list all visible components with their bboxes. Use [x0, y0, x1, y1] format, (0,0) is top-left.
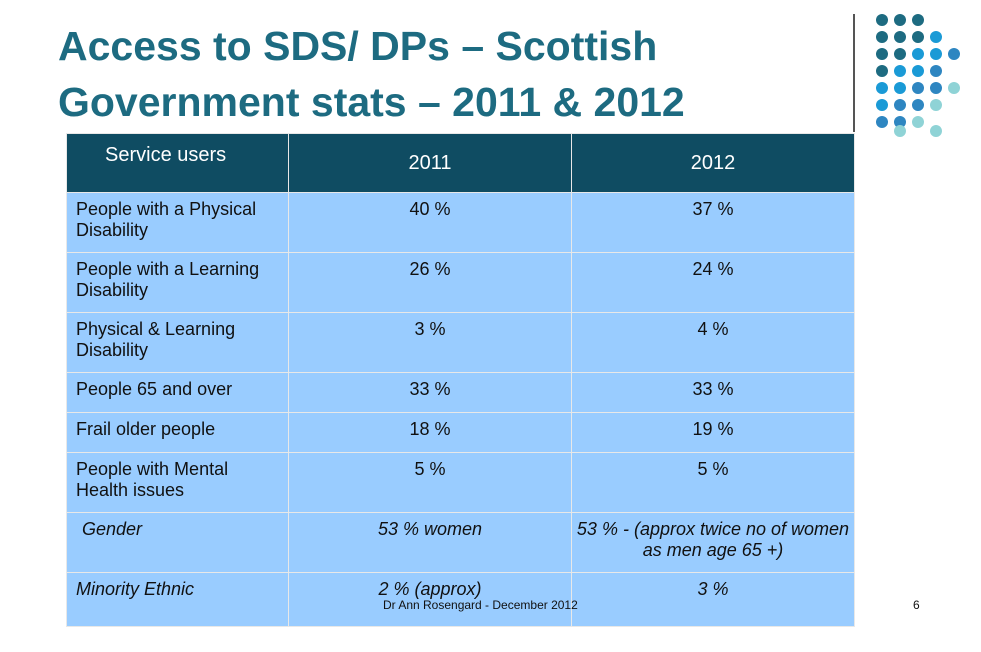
- dot: [894, 48, 906, 60]
- row-label: Frail older people: [66, 412, 289, 453]
- dot: [930, 31, 942, 43]
- dot: [894, 14, 906, 26]
- value-2011: 5 %: [288, 452, 572, 513]
- dot: [894, 99, 906, 111]
- row-label: Gender: [66, 512, 289, 573]
- title-line-1: Access to SDS/ DPs – Scottish: [58, 23, 658, 69]
- title-line-2: Government stats – 2011 & 2012: [58, 79, 685, 125]
- dot: [876, 31, 888, 43]
- value-2012: 37 %: [571, 192, 855, 253]
- dot: [876, 14, 888, 26]
- footer-author-date: Dr Ann Rosengard - December 2012: [383, 598, 578, 612]
- value-2011: 53 % women: [288, 512, 572, 573]
- value-2012: 4 %: [571, 312, 855, 373]
- value-2011: 3 %: [288, 312, 572, 373]
- header-service-users: Service users: [66, 133, 289, 193]
- slide-title: Access to SDS/ DPs – Scottish Government…: [58, 18, 838, 130]
- dot: [912, 82, 924, 94]
- value-2012: 19 %: [571, 412, 855, 453]
- dot: [930, 125, 942, 137]
- dot: [912, 14, 924, 26]
- dot: [912, 65, 924, 77]
- dot: [912, 116, 924, 128]
- value-2012: 24 %: [571, 252, 855, 313]
- dot: [930, 48, 942, 60]
- row-label: Minority Ethnic: [66, 572, 289, 627]
- dot: [894, 116, 906, 128]
- dot: [876, 48, 888, 60]
- table-row: People with a Physical Disability 40 % 3…: [66, 192, 855, 253]
- dot: [876, 82, 888, 94]
- dot: [912, 99, 924, 111]
- dot: [948, 82, 960, 94]
- dot: [930, 82, 942, 94]
- header-2011: 2011: [288, 133, 572, 193]
- value-2012: 53 % - (approx twice no of women as men …: [571, 512, 855, 573]
- table-header-row: Service users 2011 2012: [66, 133, 855, 193]
- value-2012: 3 %: [571, 572, 855, 627]
- value-2012: 5 %: [571, 452, 855, 513]
- value-2011: 2 % (approx): [288, 572, 572, 627]
- header-2012: 2012: [571, 133, 855, 193]
- row-label: Physical & Learning Disability: [66, 312, 289, 373]
- row-label: People 65 and over: [66, 372, 289, 413]
- service-users-table: Service users 2011 2012 People with a Ph…: [66, 133, 855, 627]
- table-row: Minority Ethnic 2 % (approx) 3 %: [66, 572, 855, 627]
- value-2011: 18 %: [288, 412, 572, 453]
- dot: [876, 65, 888, 77]
- dot: [876, 116, 888, 128]
- value-2011: 26 %: [288, 252, 572, 313]
- value-2011: 33 %: [288, 372, 572, 413]
- dot: [912, 31, 924, 43]
- row-label: People with Mental Health issues: [66, 452, 289, 513]
- dot: [894, 31, 906, 43]
- row-label: People with a Physical Disability: [66, 192, 289, 253]
- table-row: People 65 and over 33 % 33 %: [66, 372, 855, 413]
- row-label: People with a Learning Disability: [66, 252, 289, 313]
- table-row: Frail older people 18 % 19 %: [66, 412, 855, 453]
- dot: [894, 65, 906, 77]
- table-row: People with Mental Health issues 5 % 5 %: [66, 452, 855, 513]
- page-number: 6: [913, 598, 920, 612]
- title-divider: [853, 14, 855, 132]
- dot: [912, 48, 924, 60]
- dot: [876, 99, 888, 111]
- dot: [930, 99, 942, 111]
- table-row: Gender 53 % women 53 % - (approx twice n…: [66, 512, 855, 573]
- dot: [948, 48, 960, 60]
- dot: [930, 65, 942, 77]
- dot: [894, 125, 906, 137]
- dot: [894, 82, 906, 94]
- table-row: Physical & Learning Disability 3 % 4 %: [66, 312, 855, 373]
- value-2012: 33 %: [571, 372, 855, 413]
- table-row: People with a Learning Disability 26 % 2…: [66, 252, 855, 313]
- value-2011: 40 %: [288, 192, 572, 253]
